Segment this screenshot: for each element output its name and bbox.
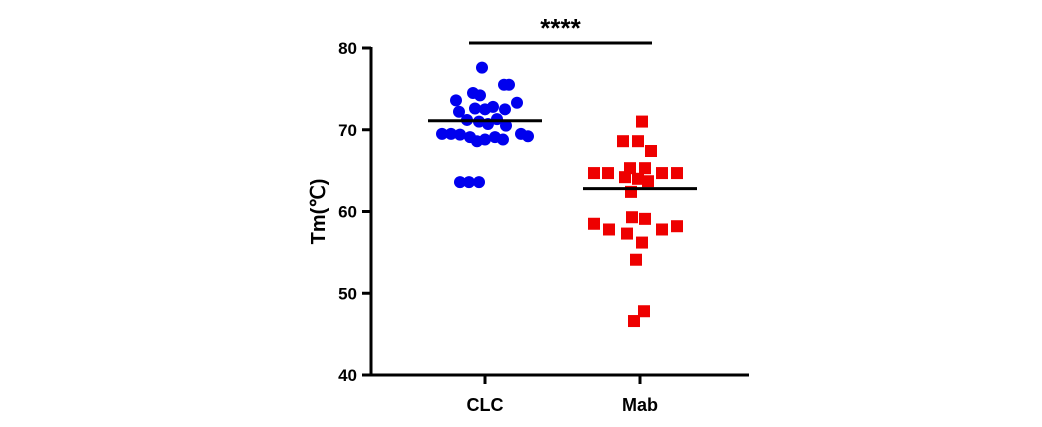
data-point-clc xyxy=(463,176,475,189)
data-point-clc xyxy=(454,128,466,141)
data-point-mab xyxy=(628,315,640,328)
data-point-mab xyxy=(617,135,629,148)
data-point-mab xyxy=(642,175,654,188)
data-point-clc xyxy=(436,127,448,140)
data-point-mab xyxy=(639,162,651,175)
data-point-clc xyxy=(511,96,523,109)
data-point-mab xyxy=(656,167,668,180)
data-point-mab xyxy=(636,236,648,249)
data-point-mab xyxy=(671,167,683,180)
data-point-mab xyxy=(645,145,657,158)
category-label-clc: CLC xyxy=(467,395,504,415)
axes xyxy=(369,47,749,377)
x-ticks: CLC Mab xyxy=(467,375,658,415)
data-point-mab xyxy=(638,305,650,318)
data-points xyxy=(436,61,683,328)
data-point-clc xyxy=(503,78,515,91)
y-ticks: 40 50 60 70 80 xyxy=(338,39,371,385)
data-point-clc xyxy=(450,94,462,107)
y-tick-label: 80 xyxy=(338,39,357,58)
data-point-mab xyxy=(632,135,644,148)
data-point-clc xyxy=(453,105,465,118)
data-point-mab xyxy=(603,223,615,236)
y-tick-label: 50 xyxy=(338,284,357,303)
significance-annotation: **** xyxy=(469,13,652,45)
y-tick-label: 70 xyxy=(338,121,357,140)
data-point-mab xyxy=(632,172,644,185)
data-point-clc xyxy=(499,103,511,116)
data-point-mab xyxy=(619,171,631,184)
data-point-mab xyxy=(621,227,633,240)
y-tick-label: 60 xyxy=(338,203,357,222)
data-point-clc xyxy=(500,119,512,132)
data-point-mab xyxy=(588,217,600,230)
data-point-clc xyxy=(479,103,491,116)
data-point-mab xyxy=(639,212,651,225)
data-point-clc xyxy=(476,61,488,74)
mean-lines xyxy=(428,119,697,191)
data-point-mab xyxy=(671,220,683,233)
data-point-clc xyxy=(474,89,486,102)
data-point-mab xyxy=(602,167,614,180)
y-axis-title: Tm(℃) xyxy=(308,179,330,245)
data-point-clc xyxy=(522,130,534,143)
data-point-clc xyxy=(469,102,481,115)
data-point-mab xyxy=(656,223,668,236)
significance-label: **** xyxy=(540,13,581,43)
data-point-clc xyxy=(445,127,457,140)
data-point-mab xyxy=(636,115,648,128)
data-point-clc xyxy=(473,176,485,189)
data-point-mab xyxy=(626,211,638,224)
data-point-clc xyxy=(454,176,466,189)
data-point-mab xyxy=(588,167,600,180)
data-point-mab xyxy=(630,253,642,266)
category-label-mab: Mab xyxy=(622,395,658,415)
data-point-clc xyxy=(497,133,509,146)
data-point-clc xyxy=(479,133,491,146)
y-tick-label: 40 xyxy=(338,366,357,385)
